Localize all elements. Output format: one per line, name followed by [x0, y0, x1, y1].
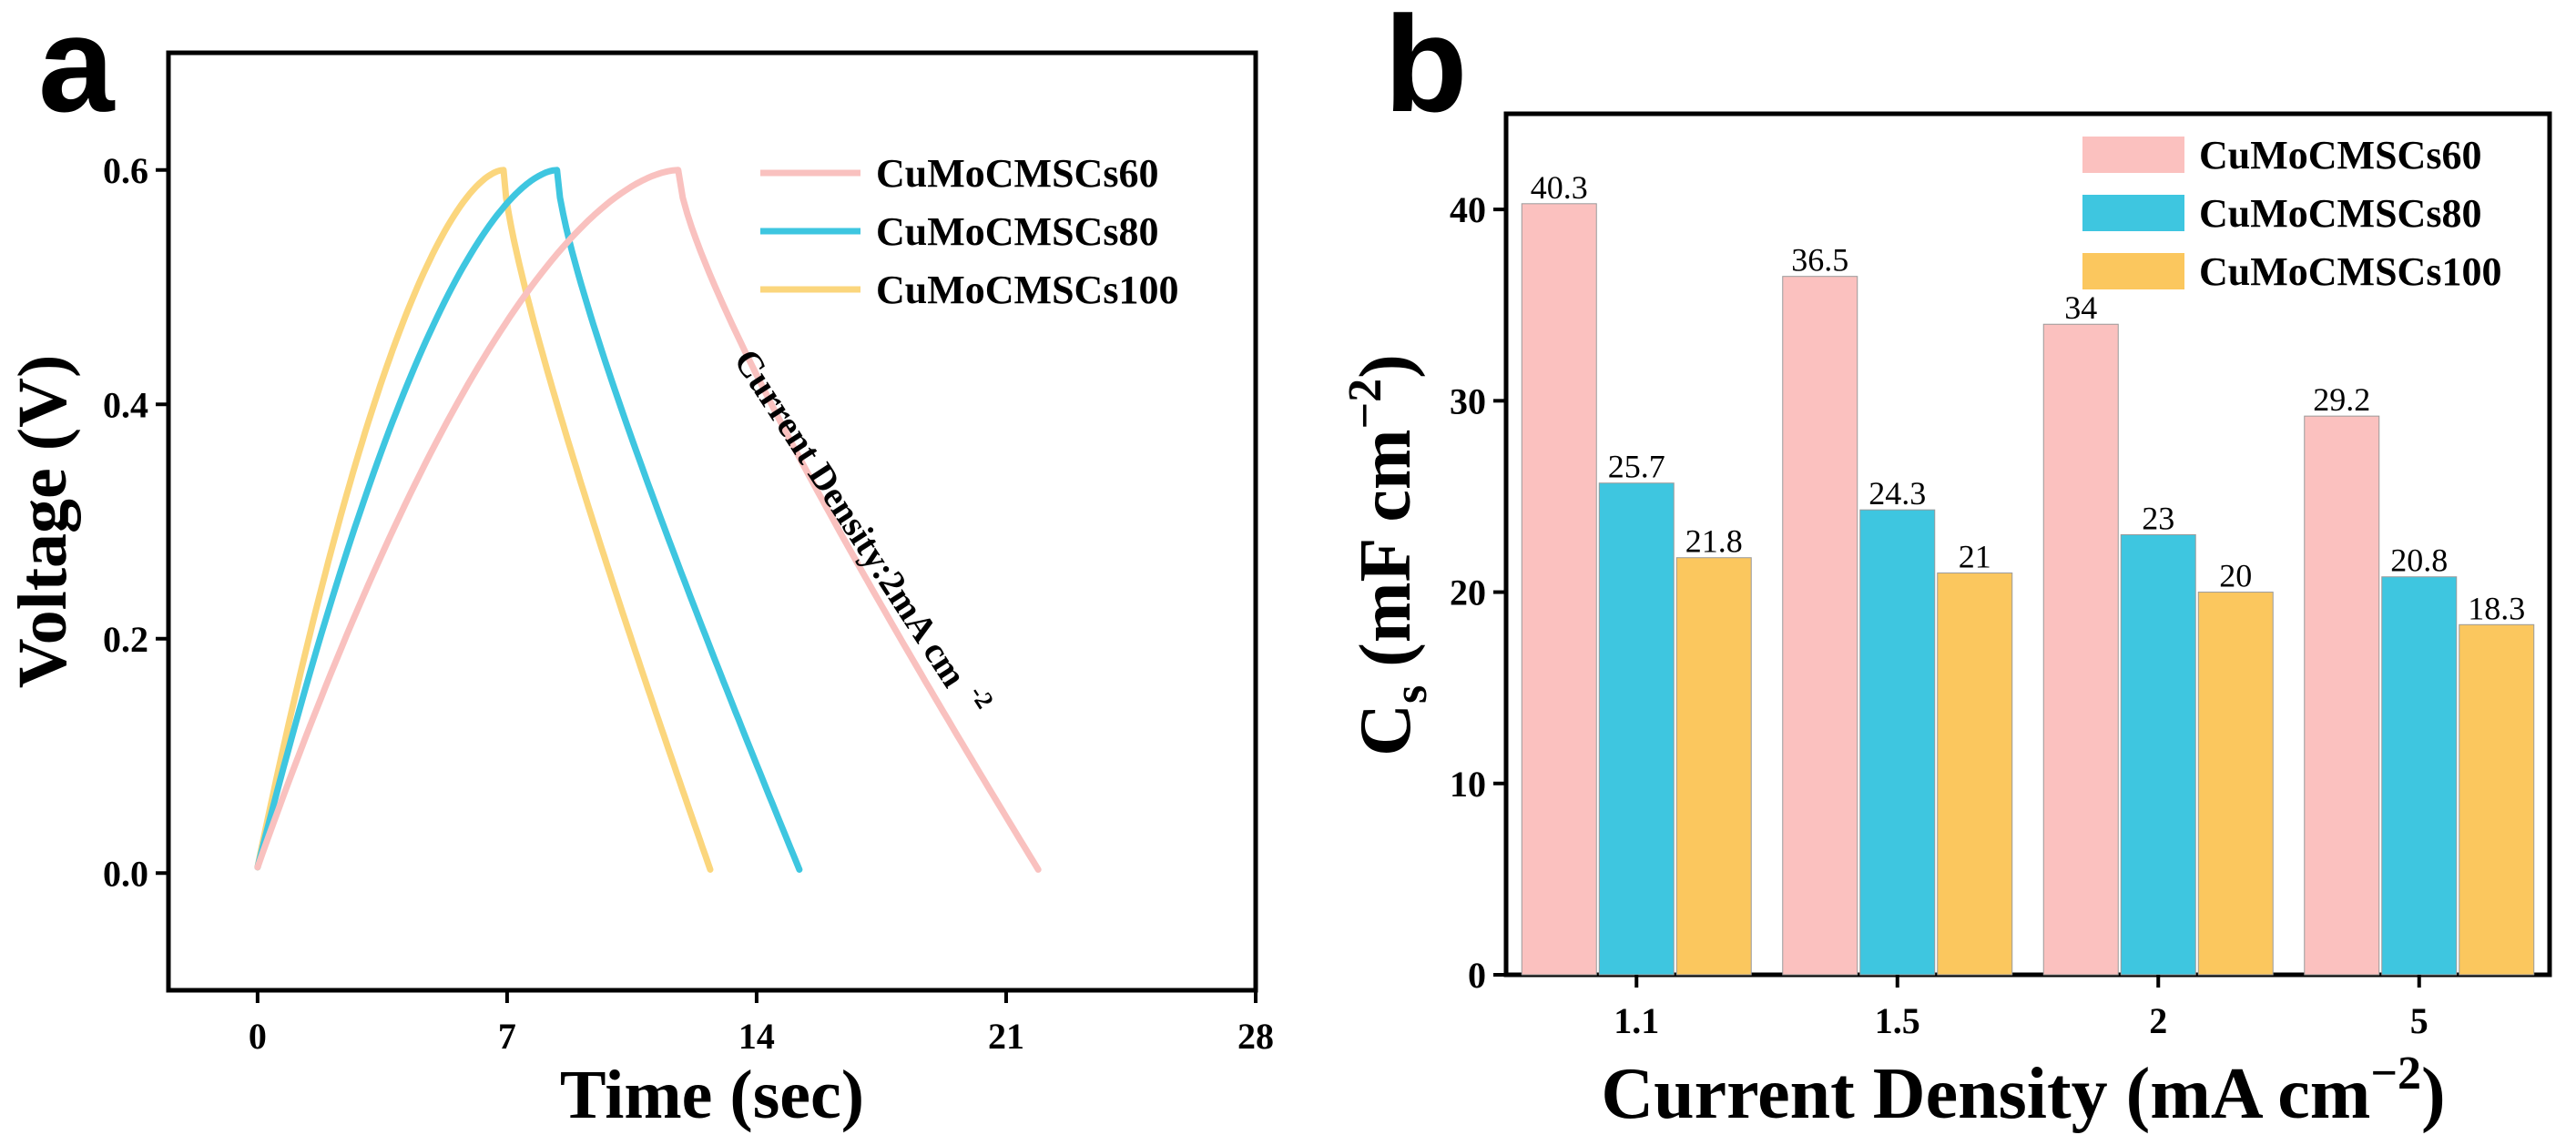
panel-b-bar-value-label: 23 [2142, 500, 2174, 536]
panel-a-legend-label: CuMoCMSCs100 [876, 268, 1178, 312]
panel-a-x-axis-title: Time (sec) [560, 1057, 864, 1133]
panel-b-y-axis-title-main: C [1346, 704, 1426, 756]
panel-b-bar-CuMoCMSCs80 [2381, 576, 2458, 976]
panel-b-bar-value-label: 25.7 [1608, 449, 1665, 485]
panel-b-y-tick-label: 40 [1450, 189, 1486, 230]
panel-b-x-axis-title-end: ) [2421, 1054, 2446, 1134]
panel-b-bar-CuMoCMSCs80 [1859, 509, 1936, 976]
panel-b-y-tick-label: 10 [1450, 764, 1486, 805]
panel-b-chart: 40.325.721.836.524.32134232029.220.818.3… [1339, 111, 2552, 1134]
panel-b-bar-value-label: 40.3 [1531, 169, 1588, 206]
panel-b-bar-value-label: 29.2 [2313, 381, 2370, 418]
panel-b-bar-value-label: 34 [2064, 289, 2097, 326]
panel-b-bar-value-label: 24.3 [1868, 475, 1926, 512]
panel-b-y-axis-title-sup: −2 [1339, 379, 1391, 430]
panel-a-x-tick-label: 28 [1237, 1016, 1274, 1057]
panel-a-y-tick-label: 0.2 [103, 619, 148, 660]
panel-b-bar-CuMoCMSCs100 [2197, 592, 2274, 976]
panel-b-bar-value-label: 36.5 [1791, 242, 1848, 279]
panel-b-bar-CuMoCMSCs60 [1782, 276, 1858, 976]
panel-b-x-tick-label: 1.1 [1614, 1000, 1659, 1041]
panel-b-bar-value-label: 20.8 [2390, 542, 2448, 579]
panel-b-y-tick-label: 30 [1450, 380, 1486, 421]
panel-a-plot-frame [166, 50, 1258, 993]
panel-b-bars: 40.3 25.7 21.8 36.5 24.3 21 34 23 20 29.2 20.8 18.3 [1521, 169, 2535, 976]
panel-a-y-tick-label: 0.0 [103, 853, 148, 894]
panel-b-bar-value-label: 18.3 [2468, 590, 2525, 626]
panel-b-x-ticks: 1.1 1.5 2 5 [1614, 975, 2428, 1041]
panel-b-legend-swatch [2082, 137, 2184, 173]
panel-a-series-line-CuMoCMSCs80 [254, 167, 803, 873]
panel-b-bar-CuMoCMSCs60 [1521, 203, 1597, 976]
panel-b-x-axis-title-main: Current Density (mA cm [1601, 1054, 2370, 1134]
panel-a-x-tick-label: 21 [988, 1016, 1024, 1057]
panel-a-y-tick-label: 0.4 [103, 384, 148, 425]
panel-b-bar-CuMoCMSCs80 [2120, 533, 2196, 976]
panel-b-bar-value-label: 21 [1959, 539, 1991, 575]
panel-b-y-axis-title-end: ) [1346, 354, 1426, 379]
panel-b-legend-swatch [2082, 253, 2184, 289]
panel-b-legend-label: CuMoCMSCs60 [2199, 133, 2481, 177]
panel-b-legend: CuMoCMSCs60 CuMoCMSCs80 CuMoCMSCs100 [2082, 133, 2501, 294]
panel-b-y-ticks: 0 10 20 30 40 [1450, 189, 1506, 996]
panel-a-annotation-text: Current Density:2mA cm [726, 341, 974, 694]
panel-a-legend-label: CuMoCMSCs60 [876, 151, 1158, 196]
panel-b-bar-value-label: 20 [2219, 558, 2252, 594]
panel-b-bar-CuMoCMSCs100 [1937, 572, 2013, 976]
panel-a-y-axis-title: Voltage (V) [5, 355, 81, 689]
panel-b-y-tick-label: 0 [1468, 955, 1486, 996]
panel-b-x-tick-label: 1.5 [1875, 1000, 1920, 1041]
panel-b-y-axis-title-sub: s [1385, 685, 1437, 704]
panel-b-bar-CuMoCMSCs100 [1675, 557, 1752, 976]
panel-b-x-axis-title-sup: −2 [2370, 1048, 2421, 1099]
panel-a-legend: CuMoCMSCs60 CuMoCMSCs80 CuMoCMSCs100 [760, 151, 1178, 312]
panel-b-y-tick-label: 20 [1450, 572, 1486, 613]
panel-b-bar-value-label: 21.8 [1685, 523, 1743, 560]
panel-a-legend-label: CuMoCMSCs80 [876, 209, 1158, 254]
panel-a-x-tick-label: 0 [249, 1016, 267, 1057]
panel-b-label: b [1384, 0, 1468, 140]
panel-a-y-ticks: 0.0 0.2 0.4 0.6 [103, 150, 168, 894]
panel-b-bar-CuMoCMSCs100 [2459, 623, 2535, 976]
panel-a-x-tick-label: 14 [738, 1016, 775, 1057]
panel-b-bar-CuMoCMSCs60 [2042, 323, 2119, 976]
panel-b-legend-label: CuMoCMSCs100 [2199, 249, 2501, 294]
panel-b-plot-frame [1503, 111, 2552, 978]
panel-b-x-tick-label: 5 [2410, 1000, 2428, 1041]
panel-a-series-line-CuMoCMSCs60 [254, 167, 1042, 873]
panel-a-x-tick-label: 7 [498, 1016, 516, 1057]
panel-b-x-tick-label: 2 [2149, 1000, 2167, 1041]
panel-a-chart: 0 7 14 21 28 0.0 0.2 0.4 0.6 Time (sec) Voltage… [5, 50, 1274, 1133]
panel-b-y-axis-title-unit: (mF cm [1346, 429, 1426, 684]
panel-a-series-line-CuMoCMSCs100 [254, 167, 714, 873]
panel-a-annotation: Current Density:2mA cm -2 [726, 341, 999, 714]
panel-b-bar-CuMoCMSCs60 [2304, 415, 2380, 976]
panel-b-y-axis-title: Cs (mF cm−2) [1339, 354, 1437, 756]
panel-a-annotation-superscript: -2 [963, 681, 999, 714]
panel-a-series-lines [254, 167, 1042, 873]
panel-a-label: a [38, 0, 116, 140]
panel-b-legend-swatch [2082, 195, 2184, 231]
panel-a-x-ticks: 0 7 14 21 28 [249, 990, 1274, 1057]
panel-a-y-tick-label: 0.6 [103, 150, 148, 191]
panel-b-x-axis-title: Current Density (mA cm−2) [1601, 1048, 2445, 1134]
panel-b-bar-CuMoCMSCs80 [1598, 482, 1675, 976]
panel-b-legend-label: CuMoCMSCs80 [2199, 191, 2481, 236]
